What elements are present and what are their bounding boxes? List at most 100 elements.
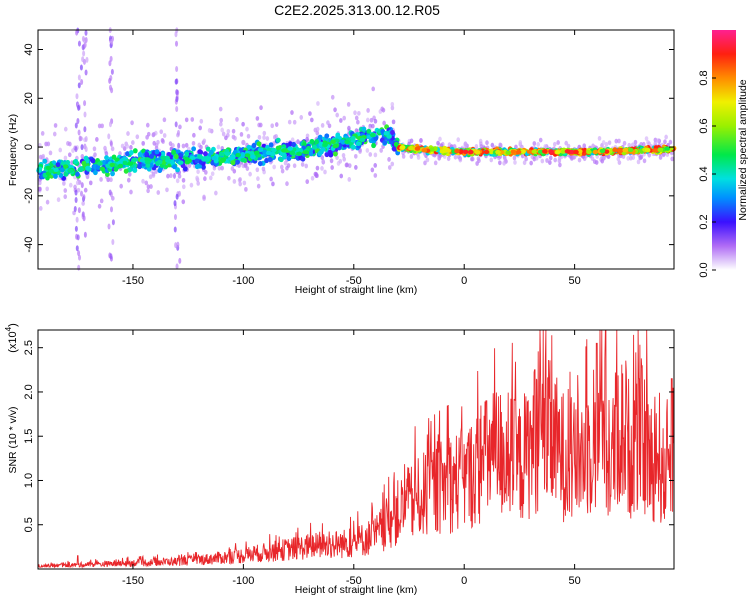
spectrogram-cell: [178, 124, 182, 130]
spectrogram-cell: [184, 151, 190, 157]
spectrogram-cell: [295, 147, 300, 153]
spectrogram-cell: [409, 154, 414, 159]
x-tick-label: -50: [346, 575, 362, 587]
spectrogram-cell: [82, 50, 86, 57]
spectrogram-cell: [228, 156, 234, 161]
spectrogram-cell: [84, 146, 88, 153]
spectrogram-cell: [99, 198, 104, 204]
spectrogram-cell: [320, 165, 324, 171]
spectrogram-cell: [339, 173, 344, 179]
spectrogram-cell: [315, 130, 320, 136]
spectrogram-cell: [77, 74, 81, 81]
spectrogram-cell: [132, 167, 138, 173]
spectrogram-cell: [119, 183, 123, 189]
spectrogram-cell: [109, 206, 113, 213]
spectrogram-cell: [344, 139, 350, 145]
spectrogram-cell: [146, 184, 151, 190]
spectrogram-cell: [203, 176, 207, 182]
spectrogram-cell: [644, 147, 651, 153]
spectrogram-cell: [458, 149, 464, 155]
spectrogram-cell: [83, 126, 87, 133]
spectrogram-cell: [103, 145, 107, 151]
spectrogram-cell: [197, 154, 203, 159]
spectrogram-cell: [316, 101, 320, 106]
spectrogram-cell: [627, 142, 632, 148]
spectrogram-cell: [144, 157, 151, 162]
spectrogram-cell: [476, 156, 481, 162]
spectrogram-cell: [323, 169, 327, 175]
spectrogram-cell: [242, 180, 247, 186]
spectrogram-cell: [485, 140, 489, 146]
spectrogram-cell: [84, 158, 90, 164]
spectrogram-cell: [526, 149, 533, 154]
snr-line: [37, 329, 675, 569]
spectrogram-cell: [238, 177, 242, 182]
spectrogram-cell: [56, 197, 61, 203]
spectrogram-cell: [77, 250, 81, 257]
spectrogram-cell: [211, 155, 217, 161]
spectrogram-cell: [346, 102, 351, 107]
spectrogram-cell: [127, 161, 134, 166]
spectrogram-cell: [354, 128, 359, 134]
spectrogram-cell: [53, 173, 58, 179]
spectrogram-cell: [59, 167, 65, 173]
spectrogram-cell: [342, 115, 347, 121]
spectrogram-cell: [330, 139, 336, 144]
spectrogram-cell: [383, 131, 390, 136]
spectrogram-cell: [556, 140, 560, 145]
spectrogram-cell: [218, 151, 225, 157]
spectrogram-cell: [189, 182, 194, 188]
spectrogram-cell: [275, 145, 282, 151]
spectrogram-cell: [315, 126, 320, 132]
spectrogram-cell: [489, 157, 494, 163]
spectrogram-cell: [227, 175, 231, 181]
spectrogram-cell: [146, 188, 150, 194]
spectrogram-cell: [330, 165, 334, 170]
spectrogram-cell: [368, 152, 373, 157]
spectrogram-cell: [42, 158, 48, 164]
spectrogram-cell: [429, 147, 435, 152]
spectrogram-panel: -150 -100 -50 0 50 -40 -20 0 20 40 Height of str…: [7, 27, 677, 296]
spectrogram-cell: [458, 157, 463, 163]
spectrogram-cell: [361, 126, 367, 132]
spectrogram-cell: [45, 199, 50, 205]
spectrogram-cell: [259, 105, 263, 111]
spectrogram-cell: [540, 158, 545, 164]
spectrogram-cell: [144, 151, 150, 158]
spectrogram-cell: [597, 136, 602, 141]
spectrogram-y-ticks: -40 -20 0 20 40: [23, 43, 674, 253]
spectrogram-cell: [203, 151, 208, 157]
spectrogram-x-label: Height of straight line (km): [295, 284, 418, 296]
spectrogram-cell: [604, 141, 609, 147]
spectrogram-cell: [629, 155, 633, 161]
spectrogram-cell: [149, 184, 153, 189]
spectrogram-cell: [76, 234, 80, 241]
spectrogram-cell: [287, 119, 292, 125]
colorbar-tick-label: 0.8: [698, 70, 710, 85]
spectrogram-cell: [409, 138, 414, 144]
spectrogram-cell: [670, 156, 674, 162]
spectrogram-cell: [272, 134, 277, 140]
spectrogram-cell: [347, 125, 351, 131]
spectrogram-cell: [253, 150, 260, 155]
spectrogram-cell: [305, 179, 310, 185]
spectrogram-cell: [122, 160, 128, 166]
spectrogram-cell: [505, 150, 512, 156]
spectrogram-cell: [224, 135, 228, 141]
spectrogram-cell: [78, 254, 82, 261]
spectrogram-cell: [226, 128, 231, 134]
spectrogram-cell: [230, 166, 235, 171]
spectrogram-cell: [534, 155, 539, 161]
spectrogram-cell: [107, 223, 111, 230]
spectrogram-cell: [552, 141, 557, 147]
spectrogram-cell: [652, 148, 658, 153]
spectrogram-cell: [661, 152, 666, 158]
spectrogram-cell: [291, 141, 297, 148]
colorbar: 0.0 0.2 0.4 0.6 0.8 Normalized spectral ampl…: [698, 30, 749, 278]
spectrogram-cell: [53, 123, 58, 128]
spectrogram-cell: [174, 242, 178, 249]
spectrogram-cell: [627, 147, 634, 153]
spectrogram-marks: [36, 27, 677, 271]
spectrogram-cell: [82, 194, 86, 201]
spectrogram-cell: [353, 110, 357, 116]
